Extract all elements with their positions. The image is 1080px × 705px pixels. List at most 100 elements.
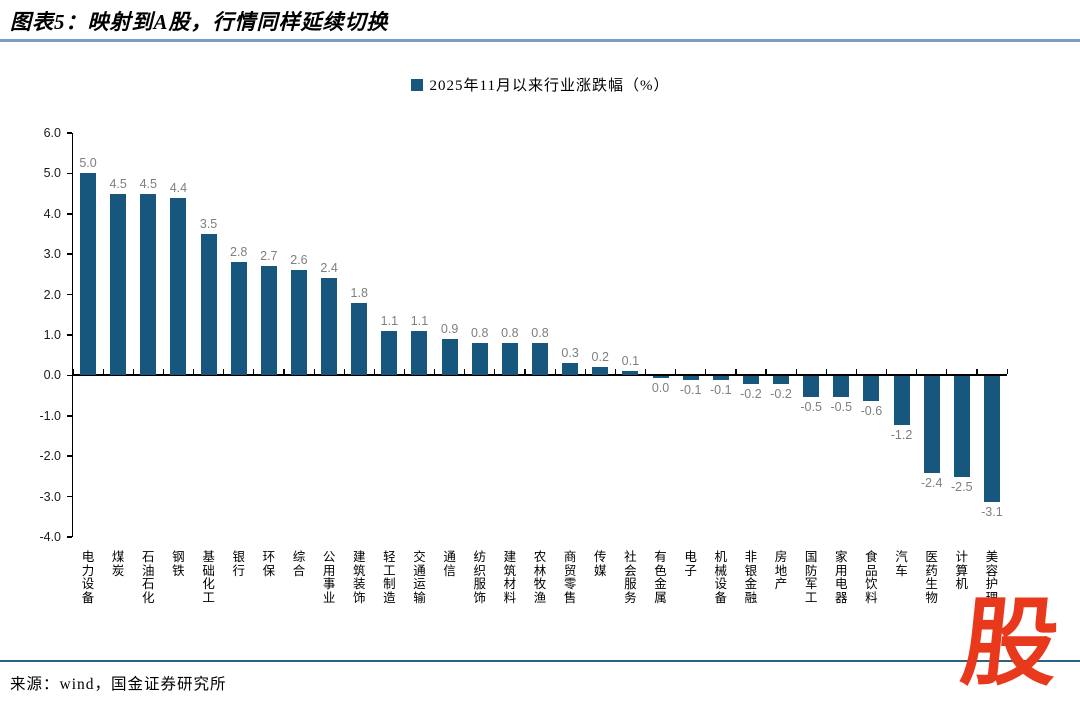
category-label: 纺织服饰 xyxy=(473,550,486,605)
bar-value-label: -0.6 xyxy=(860,403,883,418)
y-axis-tick xyxy=(66,374,72,377)
y-axis-label: -2.0 xyxy=(39,449,61,464)
category-label: 家用电器 xyxy=(835,550,848,605)
bar-value-label: 0.9 xyxy=(440,322,459,337)
bar-value-label: 1.8 xyxy=(350,285,368,300)
bar-value-label: 0.0 xyxy=(651,381,670,396)
bar xyxy=(682,376,699,381)
bar xyxy=(441,339,458,376)
x-axis-tick xyxy=(855,369,858,375)
chart-legend: 2025年11月以来行业涨跌幅（%） xyxy=(0,74,1080,95)
x-axis-tick xyxy=(1006,369,1008,375)
bar-value-label: -0.2 xyxy=(740,387,762,402)
bar xyxy=(321,278,338,376)
bar-value-label: 0.2 xyxy=(591,350,609,365)
bar-value-label: -0.5 xyxy=(800,399,822,414)
bar-value-label: 4.5 xyxy=(109,176,127,191)
y-axis-tick xyxy=(66,253,72,255)
y-axis-tick xyxy=(66,536,72,538)
x-axis-tick xyxy=(765,369,767,375)
bar xyxy=(170,197,187,376)
y-axis-label: -1.0 xyxy=(39,408,61,423)
category-label: 计算机 xyxy=(955,550,969,591)
category-label: 通信 xyxy=(443,550,456,578)
y-axis-label: 1.0 xyxy=(43,328,61,342)
bar-value-label: -1.2 xyxy=(890,427,913,442)
x-axis-tick xyxy=(494,369,496,375)
x-axis-tick xyxy=(343,369,345,375)
y-axis-tick xyxy=(66,293,72,296)
category-label: 医药生物 xyxy=(925,550,938,605)
y-axis-label: 3.0 xyxy=(43,247,61,262)
category-label: 钢铁 xyxy=(172,550,185,578)
legend-label: 2025年11月以来行业涨跌幅（%） xyxy=(429,78,670,94)
x-axis-tick xyxy=(614,369,616,375)
category-label: 美容护理 xyxy=(985,550,999,605)
bar xyxy=(290,270,307,376)
y-axis-label: -4.0 xyxy=(39,530,61,544)
category-label: 电力设备 xyxy=(81,550,95,605)
bar-value-label: -2.5 xyxy=(951,480,973,495)
bar xyxy=(411,330,428,376)
x-axis-tick xyxy=(735,369,737,375)
x-axis-tick xyxy=(554,369,556,375)
bar xyxy=(983,376,1000,502)
figure-title: 图表5：映射到A股，行情同样延续切换 xyxy=(10,10,389,34)
category-label: 机械设备 xyxy=(714,550,728,605)
x-axis-tick xyxy=(976,369,978,375)
category-label: 传媒 xyxy=(593,550,607,578)
bar-value-label: 2.4 xyxy=(320,261,338,276)
x-axis-tick xyxy=(313,369,315,375)
bar-value-label: 5.0 xyxy=(79,156,97,171)
x-axis-tick xyxy=(253,369,255,375)
bar-value-label: -0.2 xyxy=(770,387,792,402)
bar-value-label: 0.8 xyxy=(501,326,519,341)
category-label: 基础化工 xyxy=(202,550,215,605)
x-axis-tick xyxy=(916,369,918,375)
bar xyxy=(532,343,548,376)
bar-value-label: 0.1 xyxy=(621,354,640,369)
bar xyxy=(893,376,910,425)
y-axis-tick xyxy=(66,455,72,457)
bar xyxy=(652,376,669,379)
bar-value-label: 2.6 xyxy=(290,253,308,268)
x-axis-tick xyxy=(403,369,406,375)
y-axis-label: 0.0 xyxy=(43,368,61,383)
bar xyxy=(200,234,217,376)
bar xyxy=(140,193,157,376)
footer-divider xyxy=(0,660,1080,662)
bar-value-label: -2.4 xyxy=(920,476,943,491)
bar xyxy=(501,343,518,376)
category-label: 交通运输 xyxy=(413,550,426,605)
y-axis-tick xyxy=(66,132,72,134)
x-axis-tick xyxy=(825,369,827,375)
y-axis-tick xyxy=(66,495,72,498)
category-label: 国防军工 xyxy=(804,550,818,605)
x-axis-tick xyxy=(72,369,74,375)
category-label: 有色金属 xyxy=(654,550,667,605)
bar-value-label: 4.4 xyxy=(169,180,188,195)
bar xyxy=(803,376,820,397)
legend-swatch-icon xyxy=(410,78,423,91)
x-axis-tick xyxy=(434,369,436,375)
x-axis-tick xyxy=(132,369,134,375)
x-axis-tick xyxy=(524,369,526,375)
bar xyxy=(923,376,940,474)
x-axis-tick xyxy=(644,369,647,375)
bar-value-label: 4.5 xyxy=(139,176,157,191)
bar xyxy=(773,376,790,385)
bar-value-label: -3.1 xyxy=(981,504,1003,519)
bar-value-label: 0.3 xyxy=(561,346,579,361)
category-label: 银行 xyxy=(232,550,245,578)
bar xyxy=(230,262,247,376)
bar xyxy=(110,193,127,376)
source-note: 来源：wind，国金证券研究所 xyxy=(10,676,227,693)
bar xyxy=(471,343,488,376)
bar-value-label: 1.1 xyxy=(410,313,429,328)
x-axis-tick xyxy=(705,369,707,375)
bar-value-label: 0.8 xyxy=(471,326,489,341)
category-label: 非银金融 xyxy=(744,550,758,605)
x-axis-tick xyxy=(946,369,948,375)
category-label: 石油石化 xyxy=(142,550,155,605)
